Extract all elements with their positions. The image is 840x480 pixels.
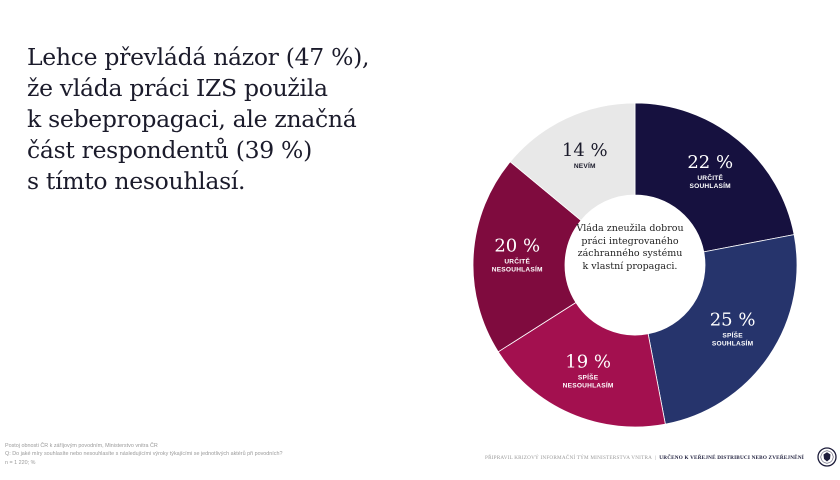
ministry-emblem-icon — [817, 447, 837, 467]
footer-prepared-by: PŘIPRAVIL KRIZOVÝ INFORMAČNÍ TÝM MINISTE… — [485, 455, 653, 461]
value-label-spise-souhlasim: 25 % — [710, 309, 756, 330]
chart-slices — [472, 102, 798, 428]
slice-nevim — [509, 102, 636, 221]
category-label-spise-nesouhlasim: SPÍŠE NESOUHLASÍM — [563, 372, 614, 389]
source-sample: n = 1 220; % — [5, 459, 36, 466]
footer-distribution: URČENO K VEŘEJNÉ DISTRIBUCI NEBO ZVEŘEJN… — [659, 455, 804, 461]
value-label-spise-nesouhlasim: 19 % — [565, 351, 611, 372]
headline: Lehce převládá názor (47 %), že vláda pr… — [27, 43, 370, 195]
chart-center-label: Vláda zneužila dobrou práci integrovanéh… — [576, 223, 684, 272]
category-label-spise-souhlasim: SPÍŠE SOUHLASÍM — [712, 330, 754, 347]
slice-urcite-nesouhlasim — [472, 161, 582, 353]
category-label-urcite-souhlasim: URČITĚ SOUHLASÍM — [690, 173, 732, 190]
source-line-1: Postoj obnosti ČR k záříjovým povodním, … — [5, 443, 158, 449]
category-label-urcite-nesouhlasim: URČITĚ NESOUHLASÍM — [492, 257, 543, 274]
footer: PŘIPRAVIL KRIZOVÝ INFORMAČNÍ TÝM MINISTE… — [485, 455, 804, 461]
source-question: Q: Do jaké míry souhlasíte nebo nesouhla… — [5, 451, 283, 458]
category-label-nevim: NEVÍM — [574, 161, 596, 170]
value-label-nevim: 14 % — [562, 140, 608, 161]
slice-urcite-souhlasim — [634, 102, 795, 253]
value-label-urcite-nesouhlasim: 20 % — [494, 236, 540, 257]
donut-chart: 22 %URČITĚ SOUHLASÍM 25 %SPÍŠE SOUHLASÍM 19 … — [472, 102, 798, 428]
slice-spise-nesouhlasim — [497, 301, 666, 428]
chart-labels: 22 %URČITĚ SOUHLASÍM 25 %SPÍŠE SOUHLASÍM 19 … — [492, 140, 756, 389]
slice-spise-souhlasim — [647, 234, 798, 425]
source-note: Postoj obnosti ČR k záříjovým povodním, … — [5, 442, 385, 467]
value-label-urcite-souhlasim: 22 % — [687, 152, 733, 173]
footer-separator: | — [655, 455, 657, 461]
